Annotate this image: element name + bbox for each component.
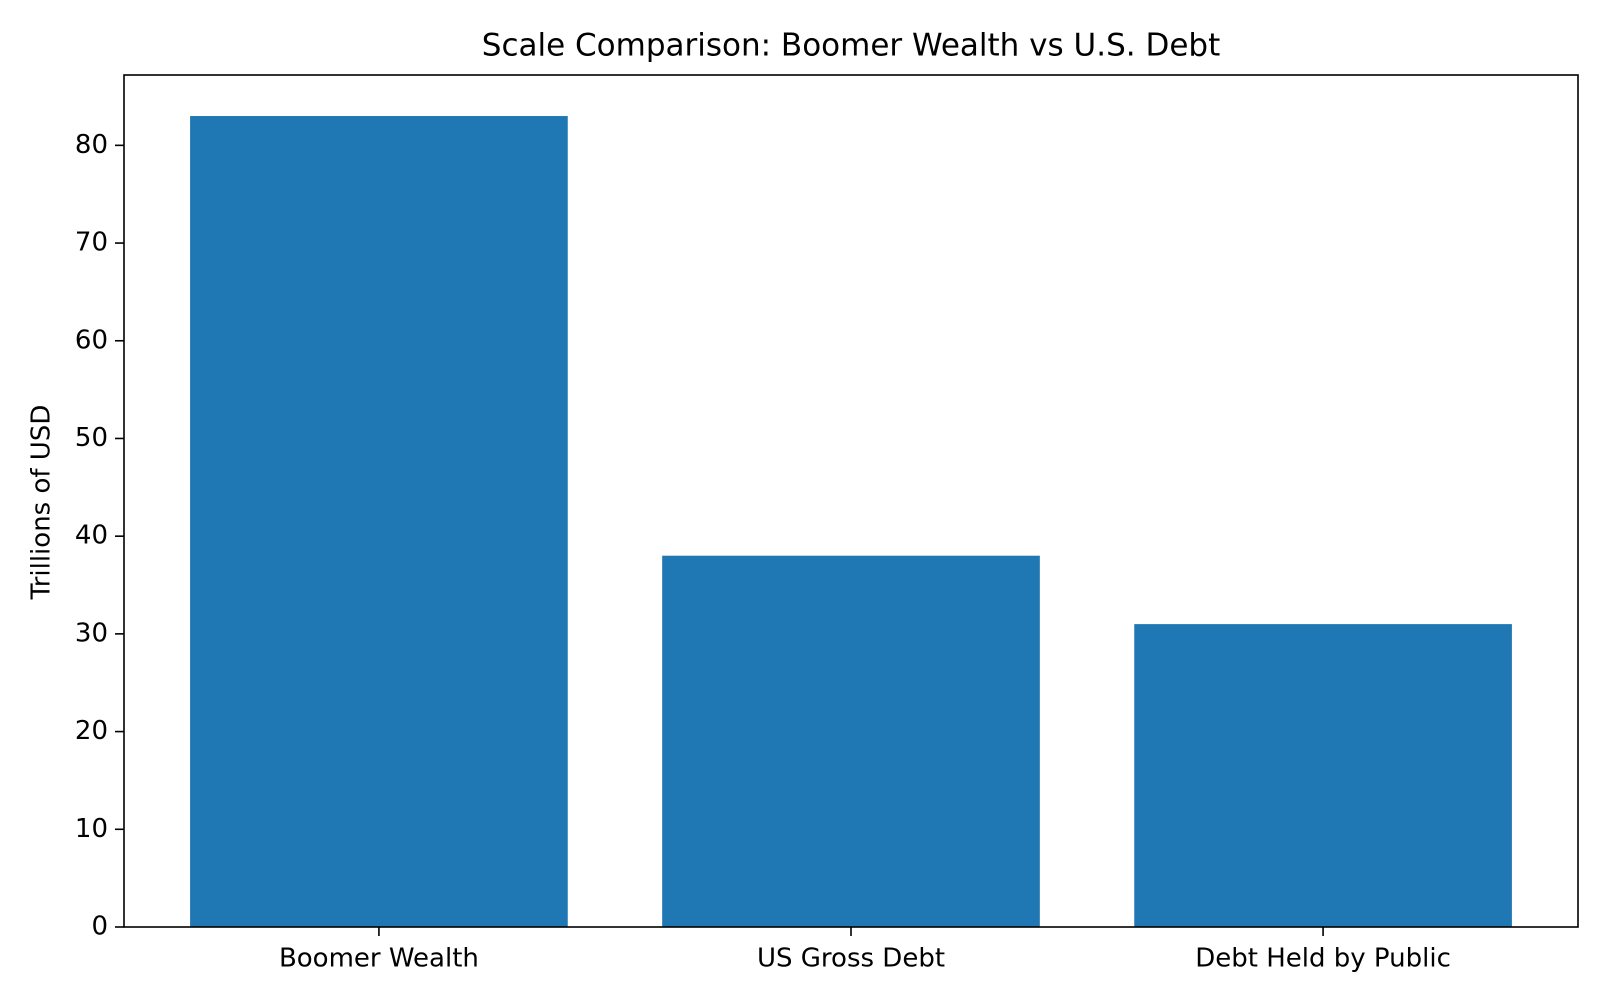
x-tick-label: US Gross Debt — [757, 944, 945, 974]
y-tick-label: 30 — [75, 618, 108, 648]
x-tick-label: Boomer Wealth — [279, 944, 479, 974]
y-tick-label: 80 — [75, 130, 108, 160]
y-tick-label: 60 — [75, 325, 108, 355]
plot-frame — [123, 74, 1579, 928]
y-tick-label: 0 — [91, 912, 108, 942]
y-tick-label: 10 — [75, 814, 108, 844]
y-tick-label: 40 — [75, 521, 108, 551]
y-tick-label: 20 — [75, 716, 108, 746]
bar — [1134, 624, 1512, 927]
chart-title: Scale Comparison: Boomer Wealth vs U.S. … — [482, 28, 1220, 64]
y-tick-label: 50 — [75, 423, 108, 453]
bar — [662, 555, 1040, 927]
x-tick-label: Debt Held by Public — [1195, 944, 1451, 974]
bar — [190, 116, 568, 928]
y-tick-label: 70 — [75, 228, 108, 258]
y-axis-label: Trillions of USD — [27, 405, 57, 601]
